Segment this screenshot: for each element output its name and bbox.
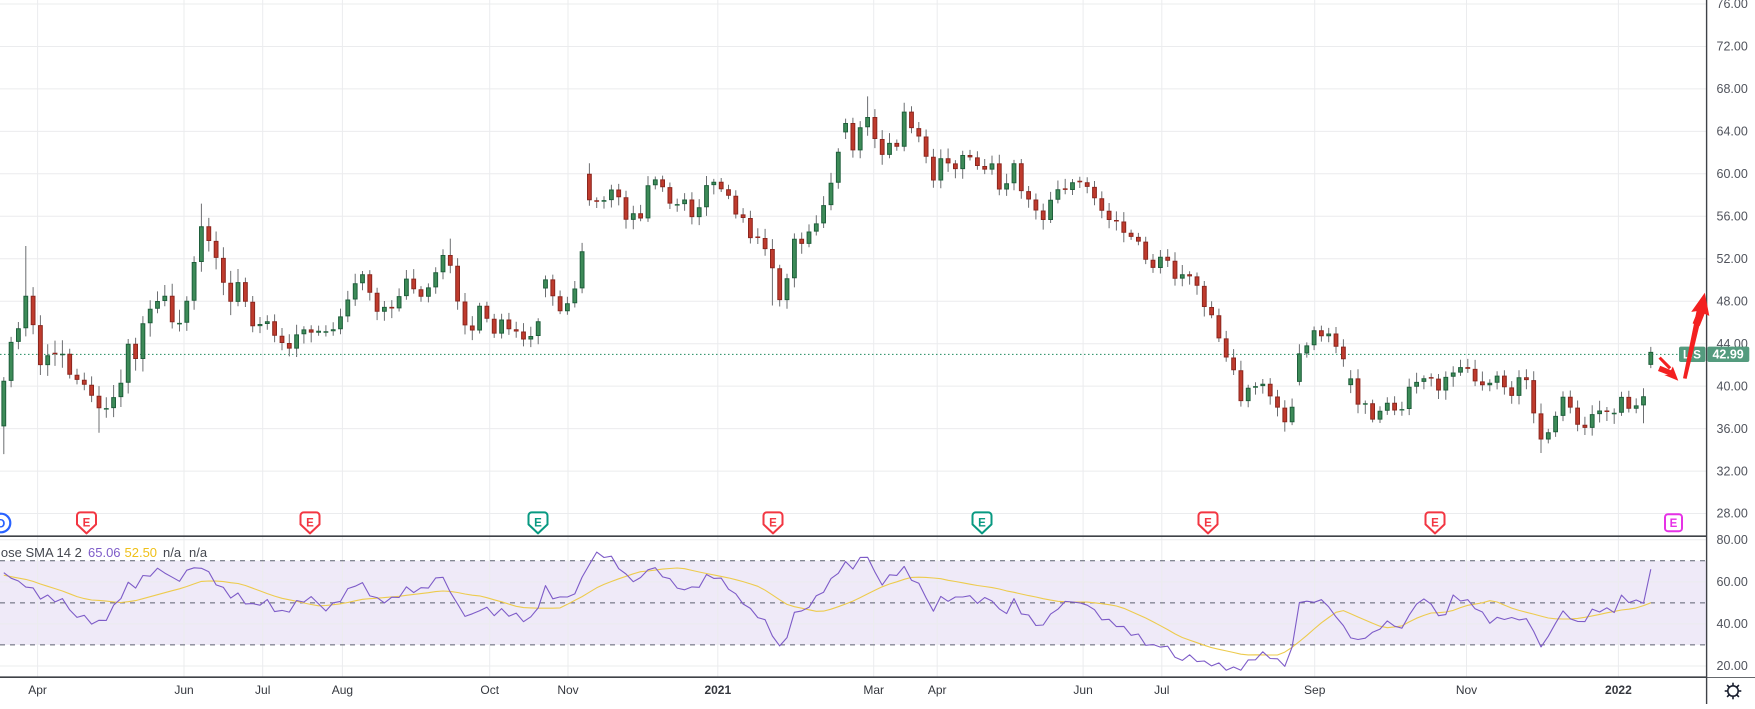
svg-text:68.00: 68.00 [1717, 82, 1748, 96]
svg-text:76.00: 76.00 [1717, 0, 1748, 11]
svg-text:Apr: Apr [928, 683, 947, 697]
svg-text:72.00: 72.00 [1717, 40, 1748, 54]
svg-text:E: E [978, 518, 986, 530]
svg-text:E: E [1670, 518, 1678, 530]
svg-text:Sep: Sep [1304, 683, 1326, 697]
svg-text:20.00: 20.00 [1717, 659, 1748, 673]
svg-text:60.00: 60.00 [1717, 575, 1748, 589]
svg-text:60.00: 60.00 [1717, 167, 1748, 181]
svg-text:E: E [534, 518, 542, 530]
svg-text:56.00: 56.00 [1717, 210, 1748, 224]
svg-text:Aug: Aug [332, 683, 353, 697]
svg-text:52.00: 52.00 [1717, 252, 1748, 266]
svg-text:64.00: 64.00 [1717, 125, 1748, 139]
svg-text:E: E [1204, 518, 1212, 530]
svg-text:Apr: Apr [28, 683, 47, 697]
svg-text:28.00: 28.00 [1717, 507, 1748, 521]
svg-text:E: E [1431, 518, 1439, 530]
svg-text:40.00: 40.00 [1717, 617, 1748, 631]
svg-text:E: E [83, 518, 91, 530]
svg-text:32.00: 32.00 [1717, 464, 1748, 478]
svg-text:Jul: Jul [255, 683, 270, 697]
svg-text:40.00: 40.00 [1717, 379, 1748, 393]
svg-text:80.00: 80.00 [1717, 533, 1748, 547]
svg-text:Mar: Mar [863, 683, 884, 697]
svg-text:E: E [769, 518, 777, 530]
svg-text:lose SMA 14 2: lose SMA 14 2 [0, 545, 82, 560]
svg-text:n/a: n/a [163, 545, 182, 560]
svg-text:48.00: 48.00 [1717, 294, 1748, 308]
svg-text:2022: 2022 [1605, 683, 1632, 697]
svg-text:65.06: 65.06 [88, 545, 121, 560]
svg-text:Jul: Jul [1154, 683, 1169, 697]
svg-text:Oct: Oct [480, 683, 499, 697]
svg-text:D: D [0, 517, 6, 531]
svg-text:Jun: Jun [174, 683, 193, 697]
svg-text:E: E [306, 518, 314, 530]
svg-text:42.99: 42.99 [1712, 348, 1743, 362]
svg-text:Nov: Nov [557, 683, 578, 697]
svg-text:Nov: Nov [1456, 683, 1477, 697]
svg-text:52.50: 52.50 [125, 545, 158, 560]
svg-text:2021: 2021 [704, 683, 731, 697]
svg-text:36.00: 36.00 [1717, 422, 1748, 436]
svg-text:n/a: n/a [189, 545, 208, 560]
svg-text:Jun: Jun [1073, 683, 1092, 697]
